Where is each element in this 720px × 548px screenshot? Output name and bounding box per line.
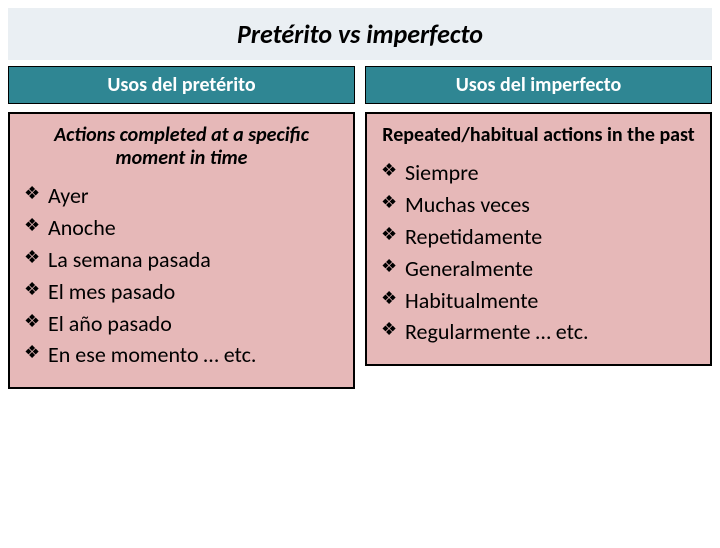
- page-title: Pretérito vs imperfecto: [237, 18, 483, 50]
- left-subheading: Actions completed at a specific moment i…: [24, 124, 339, 170]
- right-subheading: Repeated/habitual actions in the past: [381, 124, 696, 147]
- list-item: La semana pasada: [24, 244, 339, 276]
- right-column-body: Repeated/habitual actions in the past Si…: [365, 112, 712, 366]
- list-item: En ese momento … etc.: [24, 339, 339, 371]
- list-item: Anoche: [24, 212, 339, 244]
- list-item: Habitualmente: [381, 285, 696, 317]
- list-item: Ayer: [24, 180, 339, 212]
- right-column: Usos del imperfecto Repeated/habitual ac…: [365, 66, 712, 389]
- list-item: Regularmente … etc.: [381, 316, 696, 348]
- list-item: Muchas veces: [381, 189, 696, 221]
- list-item: Siempre: [381, 157, 696, 189]
- page-title-bar: Pretérito vs imperfecto: [8, 8, 712, 60]
- columns-wrapper: Usos del pretérito Actions completed at …: [0, 66, 720, 389]
- left-column-header: Usos del pretérito: [8, 66, 355, 104]
- left-column: Usos del pretérito Actions completed at …: [8, 66, 355, 389]
- list-item: Generalmente: [381, 253, 696, 285]
- list-item: El año pasado: [24, 308, 339, 340]
- list-item: Repetidamente: [381, 221, 696, 253]
- left-items-list: Ayer Anoche La semana pasada El mes pasa…: [24, 180, 339, 371]
- right-items-list: Siempre Muchas veces Repetidamente Gener…: [381, 157, 696, 348]
- left-column-body: Actions completed at a specific moment i…: [8, 112, 355, 389]
- right-column-header: Usos del imperfecto: [365, 66, 712, 104]
- list-item: El mes pasado: [24, 276, 339, 308]
